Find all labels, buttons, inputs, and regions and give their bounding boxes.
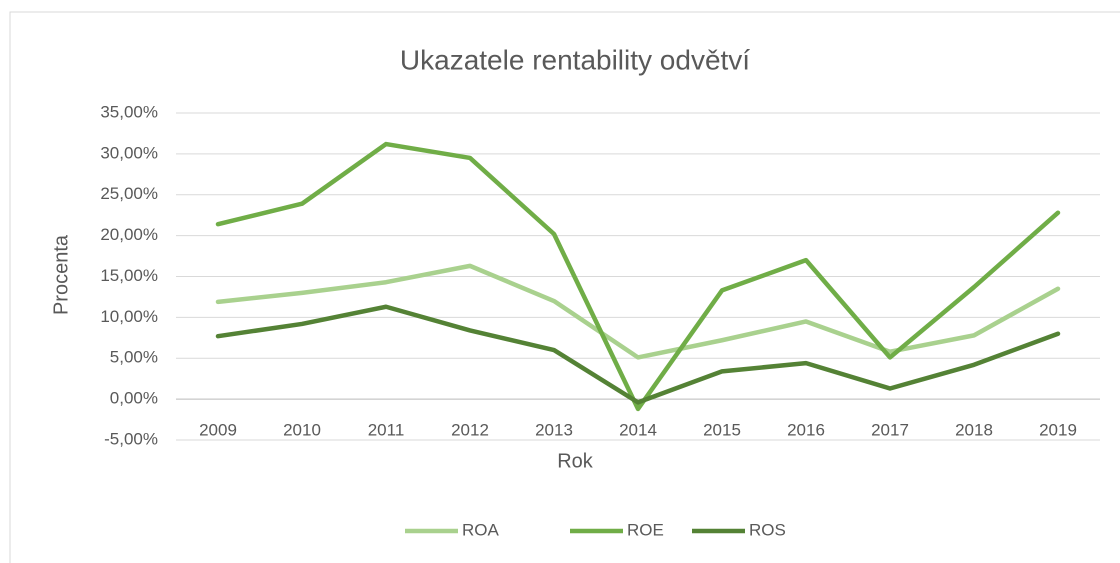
y-axis-label: Procenta [50,234,72,315]
line-series [215,263,1061,360]
x-tick-label: 2014 [619,420,657,439]
y-tick-label: 10,00% [100,307,158,326]
x-tick-label: 2010 [283,420,321,439]
x-tick-label: 2019 [1039,420,1077,439]
x-axis-label: Rok [557,450,594,472]
y-tick-label: 20,00% [100,225,158,244]
y-tick-label: 30,00% [100,143,158,162]
chart-title: Ukazatele rentability odvětví [400,44,750,75]
chart-border [9,11,1120,563]
x-tick-label: 2011 [368,420,405,439]
x-tick-label: 2015 [703,420,741,439]
y-tick-label: -5,00% [104,429,158,448]
y-tick-label: 0,00% [110,389,158,408]
legend-label: ROA [462,520,500,539]
legend-label: ROE [627,520,664,539]
x-tick-label: 2016 [787,420,825,439]
x-tick-label: 2009 [199,420,237,439]
y-tick-label: 25,00% [100,184,158,203]
line-series [215,304,1061,405]
x-tick-label: 2017 [871,420,909,439]
legend-label: ROS [749,520,786,539]
x-tick-label: 2018 [955,420,993,439]
y-tick-label: 15,00% [100,266,158,285]
y-tick-label: 35,00% [100,102,158,121]
x-tick-label: 2012 [451,420,489,439]
x-tick-label: 2013 [535,420,573,439]
y-tick-label: 5,00% [110,348,158,367]
line-series [215,141,1061,412]
